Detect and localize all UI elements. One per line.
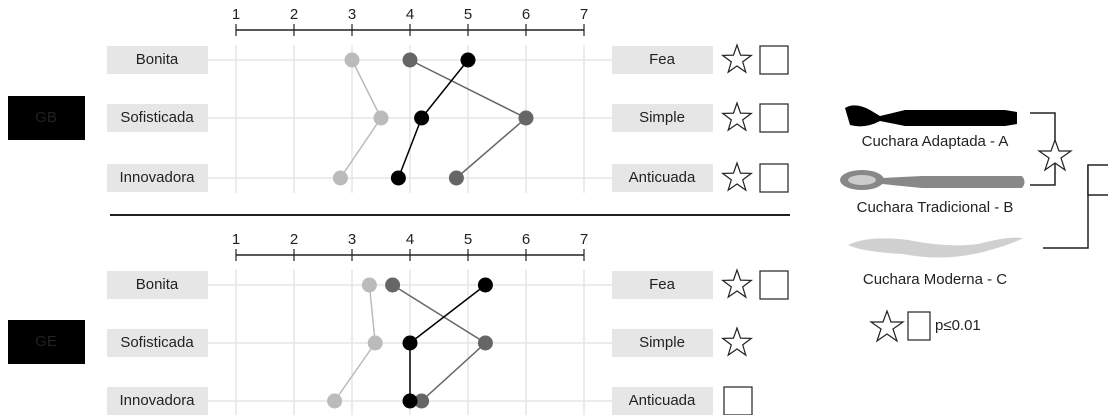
- x-tick-label: 3: [348, 231, 356, 248]
- right-label-box: [612, 387, 713, 415]
- point: [460, 52, 476, 68]
- right-label: Simple: [639, 334, 685, 351]
- star-marker: [869, 309, 905, 343]
- x-tick-label: 7: [580, 6, 588, 23]
- point: [367, 335, 383, 351]
- point: [414, 110, 430, 126]
- point: [332, 170, 348, 186]
- right-label: Anticuada: [629, 169, 696, 186]
- right-label-box: [612, 46, 713, 74]
- box-marker: [1087, 164, 1108, 196]
- box-marker: [759, 270, 789, 300]
- left-label: Sofisticada: [120, 334, 194, 351]
- point: [344, 52, 360, 68]
- x-tick-label: 4: [406, 231, 414, 248]
- bracket: [1043, 165, 1089, 249]
- spoon-label: Cuchara Adaptada - A: [862, 133, 1009, 150]
- box-marker: [759, 163, 789, 193]
- point: [477, 335, 493, 351]
- x-tick-label: 6: [522, 6, 530, 23]
- point: [361, 277, 377, 293]
- x-tick-label: 1: [232, 6, 240, 23]
- x-tick-label: 6: [522, 231, 530, 248]
- right-label: Anticuada: [629, 392, 696, 409]
- left-label: Bonita: [136, 276, 179, 293]
- star-marker: [720, 326, 754, 357]
- x-tick-label: 4: [406, 6, 414, 23]
- left-label: Innovadora: [119, 169, 195, 186]
- x-tick-label: 2: [290, 6, 298, 23]
- series-line: [397, 59, 469, 179]
- point: [402, 393, 418, 409]
- box-marker: [723, 386, 753, 415]
- point: [385, 277, 401, 293]
- spoon-label: Cuchara Tradicional - B: [857, 199, 1014, 216]
- left-label-box: [107, 164, 208, 192]
- box-marker: [759, 45, 789, 75]
- left-label-box: [107, 387, 208, 415]
- point: [327, 393, 343, 409]
- left-label-box: [107, 46, 208, 74]
- point: [402, 52, 418, 68]
- right-label: Fea: [649, 276, 676, 293]
- group-label: GB: [35, 109, 57, 126]
- point: [373, 110, 389, 126]
- x-tick-label: 2: [290, 231, 298, 248]
- left-label-box: [107, 271, 208, 299]
- group-box: [8, 96, 85, 140]
- x-tick-label: 5: [464, 6, 472, 23]
- x-tick-label: 5: [464, 231, 472, 248]
- point: [448, 170, 464, 186]
- spoon-b: [840, 170, 1025, 190]
- box-marker: [907, 311, 931, 341]
- x-tick-label: 7: [580, 231, 588, 248]
- right-label-box: [612, 271, 713, 299]
- right-label-box: [612, 104, 713, 132]
- right-label: Simple: [639, 109, 685, 126]
- point: [518, 110, 534, 126]
- point: [402, 335, 418, 351]
- star-marker: [720, 268, 754, 299]
- right-label-box: [612, 164, 713, 192]
- point: [414, 393, 430, 409]
- left-label-box: [107, 329, 208, 357]
- point: [390, 170, 406, 186]
- star-marker: [1037, 138, 1073, 172]
- star-marker: [720, 101, 754, 132]
- spoon-label: Cuchara Moderna - C: [863, 271, 1007, 288]
- legend-note: p≤0.01: [935, 317, 981, 334]
- left-label: Sofisticada: [120, 109, 194, 126]
- group-box: [8, 320, 85, 364]
- spoon-c: [848, 237, 1023, 258]
- x-tick-label: 1: [232, 231, 240, 248]
- point: [477, 277, 493, 293]
- x-tick-label: 3: [348, 6, 356, 23]
- box-marker: [759, 103, 789, 133]
- left-label: Innovadora: [119, 392, 195, 409]
- left-label: Bonita: [136, 51, 179, 68]
- left-label-box: [107, 104, 208, 132]
- star-marker: [720, 161, 754, 192]
- star-marker: [720, 43, 754, 74]
- right-label-box: [612, 329, 713, 357]
- spoon-a: [845, 105, 1017, 127]
- right-label: Fea: [649, 51, 676, 68]
- group-label: GE: [35, 333, 57, 350]
